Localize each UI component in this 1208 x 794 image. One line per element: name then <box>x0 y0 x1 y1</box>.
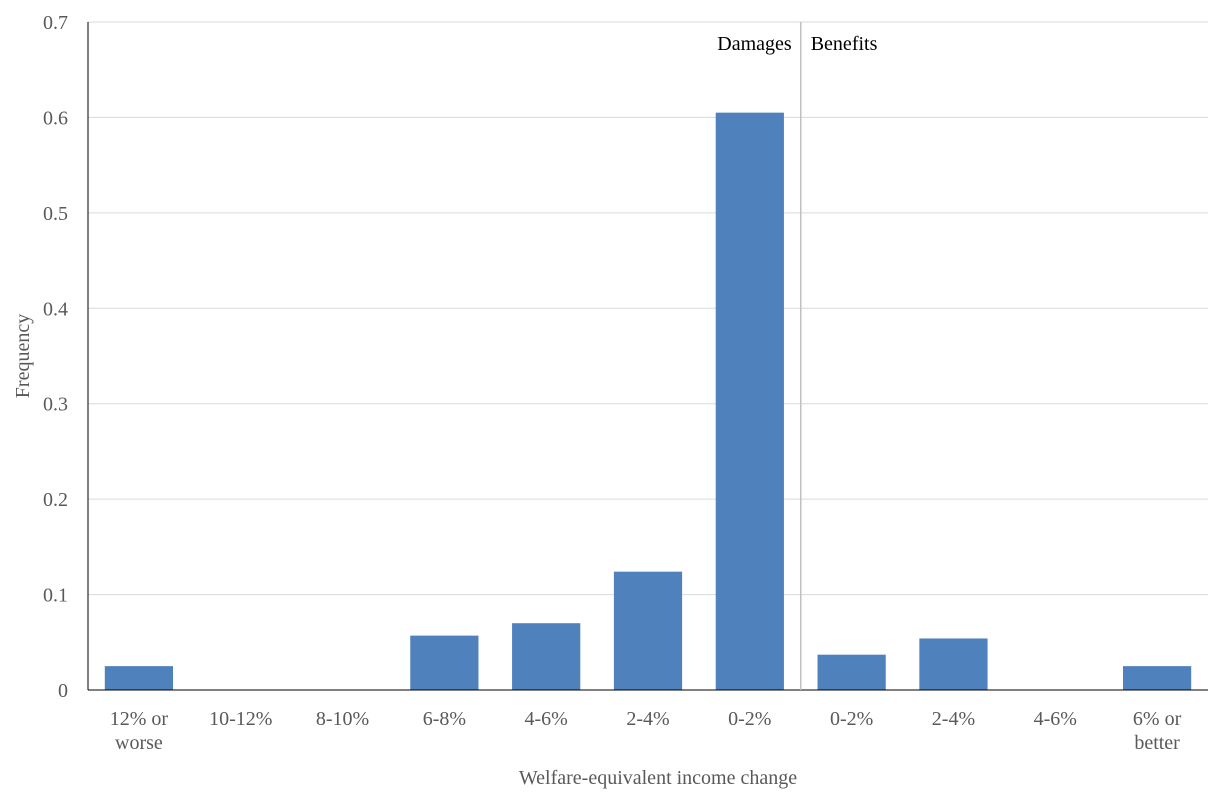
y-tick-label: 0.6 <box>43 107 68 129</box>
x-tick-labels: 12% or worse 10-12% 8-10% 6-8% 4-6% 2-4% 0-2% 0-… <box>110 708 1182 754</box>
benefits-label: Benefits <box>811 33 878 55</box>
x-tick-label-line: 12% or <box>110 708 169 730</box>
x-tick-label-line: 4-6% <box>1034 708 1077 730</box>
x-tick-label-line: 0-2% <box>728 708 771 730</box>
y-tick-labels: 0 0.1 0.2 0.3 0.4 0.5 0.6 0.7 <box>43 12 68 702</box>
x-tick-label: 8-10% <box>316 708 369 730</box>
x-tick-label-line: worse <box>115 732 163 754</box>
y-tick-label: 0.7 <box>43 12 68 34</box>
bar <box>613 571 683 690</box>
bar <box>817 654 886 690</box>
bar <box>512 623 581 690</box>
x-tick-label: 0-2% <box>728 708 771 730</box>
y-tick-label: 0.4 <box>43 298 68 320</box>
x-tick-label-line: 10-12% <box>209 708 272 730</box>
y-tick-label: 0.1 <box>43 585 68 607</box>
x-tick-label: 6-8% <box>423 708 466 730</box>
y-tick-label: 0.3 <box>43 394 68 416</box>
x-tick-label: 10-12% <box>209 708 272 730</box>
x-tick-label-line: 2-4% <box>932 708 975 730</box>
x-tick-label-line: 8-10% <box>316 708 369 730</box>
x-tick-label-line: 0-2% <box>830 708 873 730</box>
x-tick-label-line: 6% or <box>1133 708 1182 730</box>
x-tick-label: 2-4% <box>932 708 975 730</box>
bar <box>104 666 174 690</box>
x-tick-label: 4-6% <box>1034 708 1077 730</box>
x-tick-label: 0-2% <box>830 708 873 730</box>
damages-label: Damages <box>717 33 792 55</box>
x-tick-label-line: 4-6% <box>525 708 568 730</box>
x-tick-label-line: 2-4% <box>626 708 669 730</box>
x-axis-title: Welfare-equivalent income change <box>519 767 797 789</box>
y-axis-title: Frequency <box>12 314 34 398</box>
y-tick-label: 0.5 <box>43 203 68 225</box>
bar <box>410 635 479 690</box>
x-tick-label-line: 6-8% <box>423 708 466 730</box>
axes <box>87 22 1208 691</box>
x-tick-label: 2-4% <box>626 708 669 730</box>
x-tick-label-line: better <box>1134 732 1180 754</box>
y-tick-label: 0 <box>58 680 68 702</box>
x-tick-label: 4-6% <box>525 708 568 730</box>
bar <box>1122 666 1192 690</box>
x-tick-label: 12% or worse <box>110 708 169 754</box>
bar <box>715 112 784 690</box>
bar-series <box>104 112 1192 690</box>
gridlines <box>88 21 1208 596</box>
y-tick-label: 0.2 <box>43 489 68 511</box>
bar <box>919 638 988 690</box>
x-tick-label: 6% or better <box>1133 708 1182 754</box>
